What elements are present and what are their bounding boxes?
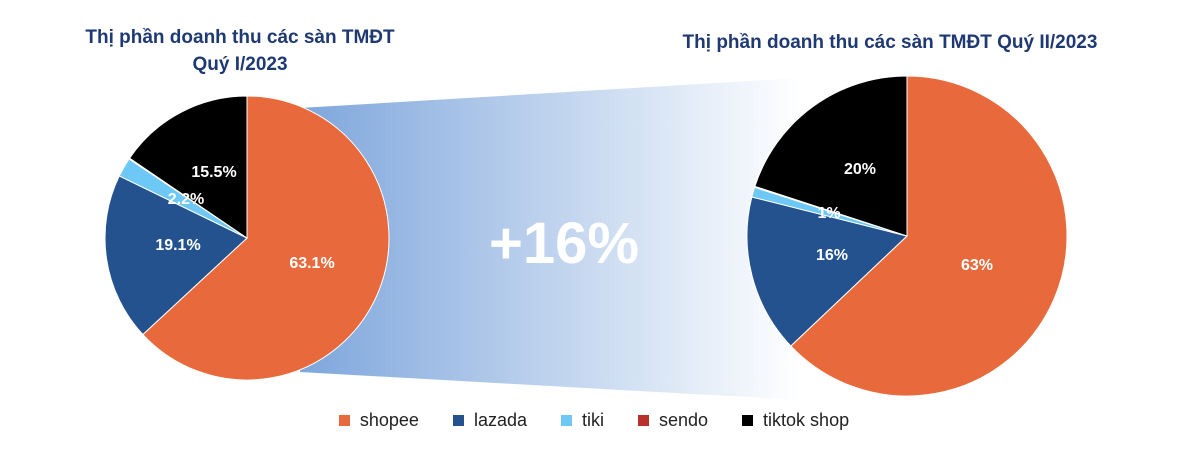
legend-item-tiki: tiki (561, 410, 604, 431)
chart-title-q1-line-1: Thị phần doanh thu các sàn TMĐT (85, 27, 395, 48)
q2-data-label-tiktok-shop: 20% (844, 161, 876, 178)
q1-slice-tiktok-shop (128, 95, 248, 239)
q2-data-label-lazada: 16% (816, 247, 848, 264)
growth-label: +16% (489, 211, 639, 276)
legend-label-tiki: tiki (582, 410, 604, 430)
q2-slice-tiktok-shop (754, 75, 908, 237)
legend-swatch-shopee (338, 415, 350, 426)
chart-title-q2: Thị phần doanh thu các sàn TMĐT Quý II/2… (600, 29, 1180, 56)
legend-swatch-tiki (561, 415, 572, 426)
q1-data-label-tiktok-shop: 15.5% (191, 164, 236, 181)
legend-label-shopee: shopee (359, 410, 419, 430)
q1-slice-lazada (104, 175, 248, 336)
q1-data-label-lazada: 19.1% (155, 237, 200, 254)
legend-swatch-tiktok-shop (742, 415, 754, 426)
legend-label-tiktok-shop: tiktok shop (763, 410, 850, 430)
q2-data-label-tiki: 1% (817, 205, 840, 222)
q2-slice-shopee (790, 75, 1068, 397)
pie-chart-q1: 63.1% 19.1% 2.2% 15.5% (104, 95, 390, 381)
legend-swatch-lazada (452, 415, 464, 426)
legend-item-sendo: sendo (638, 410, 708, 431)
legend: shopee lazada tiki sendo tiktok shop (0, 410, 1188, 431)
legend-item-tiktok-shop: tiktok shop (742, 410, 849, 431)
q2-data-label-shopee: 63% (961, 257, 993, 274)
legend-item-shopee: shopee (338, 410, 419, 431)
chart-title-q1: Thị phần doanh thu các sàn TMĐT Quý I/20… (40, 24, 440, 78)
chart-title-q1-line-2: Quý I/2023 (192, 54, 288, 75)
q2-slice-lazada (746, 196, 909, 347)
legend-item-lazada: lazada (452, 410, 527, 431)
q1-data-label-tiki: 2.2% (168, 191, 204, 208)
q1-data-label-shopee: 63.1% (289, 255, 334, 272)
legend-label-lazada: lazada (473, 410, 527, 430)
pie-chart-q2: 63% 16% 1% 20% (746, 75, 1068, 397)
legend-label-sendo: sendo (659, 410, 709, 430)
legend-swatch-sendo (638, 415, 649, 426)
q1-slice-shopee (142, 95, 390, 381)
growth-band (300, 78, 800, 400)
chart-title-q2-line-1: Thị phần doanh thu các sàn TMĐT Quý II/2… (682, 32, 1098, 53)
